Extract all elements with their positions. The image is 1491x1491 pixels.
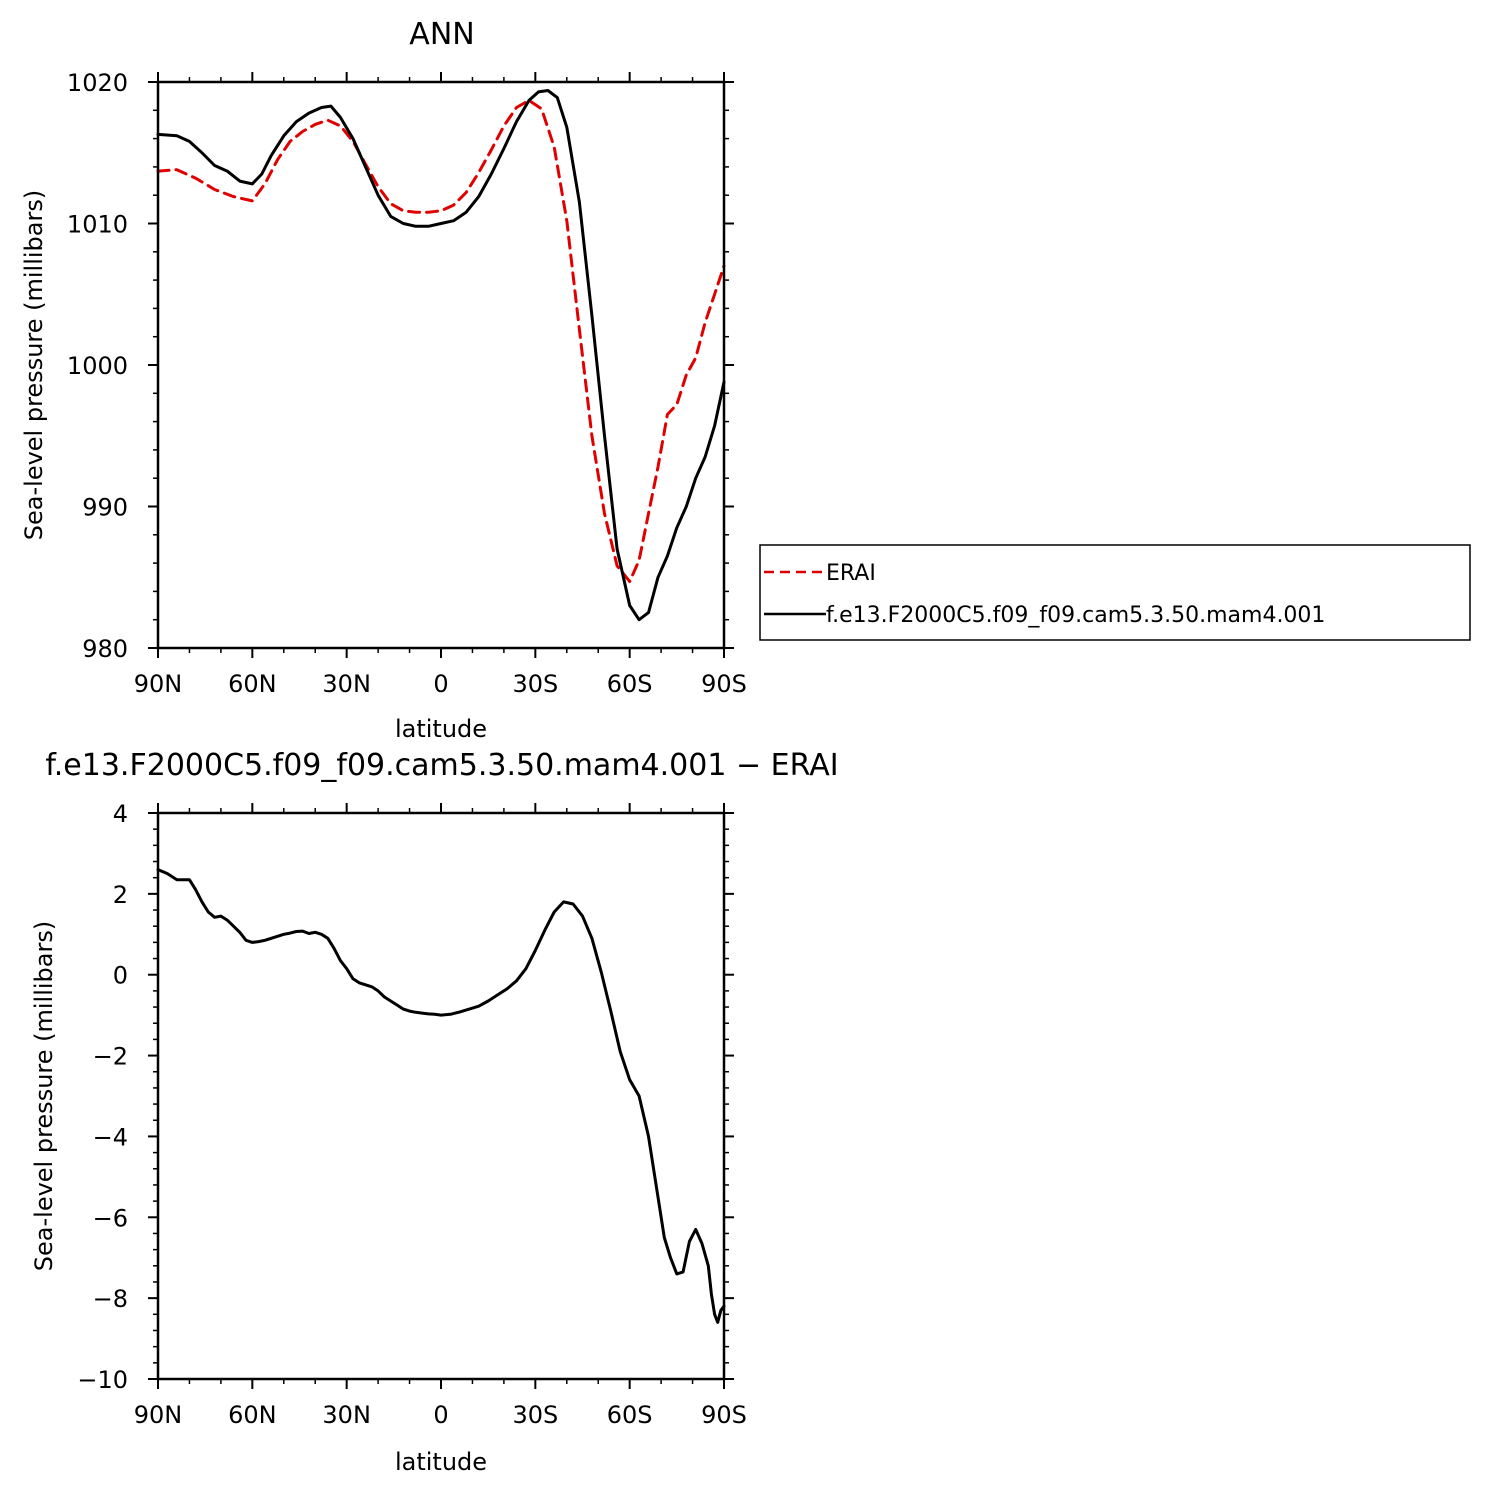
series-line-solid	[156, 868, 726, 1324]
y-tick-label: 1020	[67, 69, 128, 97]
y-tick-label: 2	[113, 881, 128, 909]
top-chart-plot-frame	[156, 80, 726, 650]
x-tick-label: 0	[433, 1401, 448, 1429]
y-tick-label: 1010	[67, 211, 128, 239]
x-tick-label: 60N	[228, 1401, 277, 1429]
y-tick-label: 990	[82, 494, 128, 522]
y-tick-label: 980	[82, 635, 128, 663]
bottom-chart-title: f.e13.F2000C5.f09_f09.cam5.3.50.mam4.001…	[45, 748, 838, 783]
x-tick-label: 60N	[228, 670, 277, 698]
bottom-chart-x-axis-label: latitude	[395, 1448, 487, 1476]
x-tick-label: 60S	[607, 670, 653, 698]
legend: ERAI f.e13.F2000C5.f09_f09.cam5.3.50.mam…	[759, 544, 1471, 641]
x-tick-label: 30S	[512, 670, 558, 698]
x-tick-label: 30N	[322, 1401, 371, 1429]
top-chart-series-group	[156, 89, 726, 622]
top-chart-y-axis-label: Sea-level pressure (millibars)	[20, 190, 48, 540]
y-tick-label: −4	[93, 1123, 128, 1151]
bottom-chart: f.e13.F2000C5.f09_f09.cam5.3.50.mam4.001…	[30, 748, 839, 1476]
top-chart-ticks: 90N 60N 30N 0 30S 60S 90S 980 990 1000 1010 1020	[67, 69, 747, 698]
x-tick-label: 90N	[134, 1401, 183, 1429]
top-chart: ANN 90N 60N 30N 0 30S 60S 90S 980 990 1000 1010 102…	[20, 17, 747, 743]
x-tick-label: 0	[433, 670, 448, 698]
x-tick-label: 90N	[134, 670, 183, 698]
x-tick-label: 60S	[607, 1401, 653, 1429]
bottom-chart-ticks: 90N 60N 30N 0 30S 60S 90S −10 −8 −6 −4 −2 0 2 4	[77, 800, 747, 1429]
y-tick-label: −2	[93, 1043, 128, 1071]
top-chart-x-axis-label: latitude	[395, 715, 487, 743]
y-tick-label: −6	[93, 1204, 128, 1232]
y-tick-label: 4	[113, 800, 128, 828]
bottom-chart-y-axis-label: Sea-level pressure (millibars)	[30, 921, 58, 1271]
x-tick-label: 90S	[701, 670, 747, 698]
bottom-chart-series-group	[156, 868, 726, 1324]
y-tick-label: 0	[113, 962, 128, 990]
x-tick-label: 90S	[701, 1401, 747, 1429]
series-line-solid	[156, 89, 726, 622]
y-tick-label: 1000	[67, 352, 128, 380]
y-tick-label: −10	[77, 1366, 128, 1394]
series-line-dashed	[156, 98, 726, 583]
top-chart-title: ANN	[409, 17, 474, 52]
legend-label-erai: ERAI	[826, 561, 876, 586]
y-tick-label: −8	[93, 1285, 128, 1313]
legend-box	[759, 544, 1471, 641]
x-tick-label: 30S	[512, 1401, 558, 1429]
x-tick-label: 30N	[322, 670, 371, 698]
legend-label-model: f.e13.F2000C5.f09_f09.cam5.3.50.mam4.001	[826, 603, 1325, 628]
